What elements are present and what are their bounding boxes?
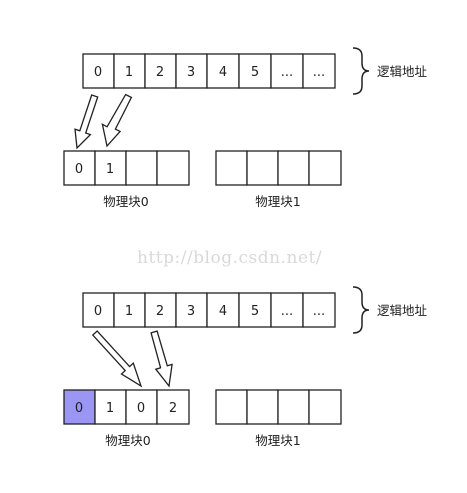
bottom-arrow-icon — [91, 330, 143, 388]
top-logical-cell — [144, 53, 177, 89]
top-logical-cell — [206, 53, 240, 89]
top-logical-cell-text: 5 — [251, 65, 259, 80]
watermark: http://blog.csdn.net/ — [137, 248, 322, 268]
bottom-logical-cell — [175, 292, 208, 328]
top-logical-cell — [82, 53, 115, 89]
top-logical-cell-text: 3 — [187, 65, 195, 80]
bottom-block0-cell-highlighted — [63, 389, 96, 425]
top-logical-cell-text: ... — [281, 65, 293, 80]
bottom-block1-label: 物理块1 — [255, 433, 300, 448]
bottom-block1-cell — [308, 389, 342, 425]
top-block0-cell — [156, 150, 190, 186]
top-block0-cell — [63, 150, 96, 186]
top-logical-cell-text: ... — [313, 65, 325, 80]
top-block0-cell-text: 0 — [75, 162, 83, 177]
top-section: 0 1 2 3 4 5 ... ... 逻辑地址 0 1 物理块0 — [63, 47, 428, 209]
bottom-block0-cell-text: 1 — [106, 401, 114, 416]
bottom-logical-cell — [238, 292, 272, 328]
bottom-logical-cell — [113, 292, 146, 328]
bottom-logical-row: 0 1 2 3 4 5 ... ... — [82, 292, 336, 328]
top-logical-cell — [302, 53, 336, 89]
bottom-logical-cell-text: 4 — [219, 304, 227, 319]
bottom-block1-cell — [215, 389, 248, 425]
top-logical-cell — [113, 53, 146, 89]
bottom-logical-cell — [144, 292, 177, 328]
top-logical-cell-text: 1 — [125, 65, 133, 80]
bottom-block0-cell — [125, 389, 158, 425]
bottom-logical-cell-text: 5 — [251, 304, 259, 319]
bottom-physical-block-1 — [215, 389, 342, 425]
bottom-logical-cell-text: 2 — [156, 304, 164, 319]
top-logical-cell-text: 2 — [156, 65, 164, 80]
bottom-logical-cell — [270, 292, 304, 328]
bottom-block0-cell-text: 0 — [75, 401, 83, 416]
bottom-arrow-icon — [150, 330, 173, 388]
top-block1-cell — [215, 150, 248, 186]
top-block1-cell — [308, 150, 342, 186]
top-logical-cell-text: 0 — [94, 65, 102, 80]
top-block0-cell — [125, 150, 158, 186]
top-block0-label: 物理块0 — [103, 194, 149, 209]
top-logical-cell — [270, 53, 304, 89]
bottom-logical-cell — [302, 292, 336, 328]
top-block0-cell-text: 1 — [106, 162, 114, 177]
bottom-physical-block-0: 0 1 0 2 — [63, 389, 190, 425]
top-arrow-icon — [74, 94, 99, 150]
top-physical-block-0: 0 1 — [63, 150, 190, 186]
bottom-logical-cell-text: 1 — [125, 304, 133, 319]
top-logical-cell — [238, 53, 272, 89]
top-logical-label: 逻辑地址 — [377, 64, 428, 79]
top-brace-icon — [352, 47, 370, 95]
bottom-block1-cell — [277, 389, 310, 425]
bottom-logical-cell-text: 0 — [94, 304, 102, 319]
bottom-block0-label: 物理块0 — [105, 433, 151, 448]
top-arrow-icon — [101, 93, 133, 148]
top-block1-label: 物理块1 — [255, 194, 300, 209]
bottom-block0-cell — [156, 389, 190, 425]
top-block1-cell — [277, 150, 310, 186]
top-block0-cell — [94, 150, 127, 186]
bottom-block1-cell — [246, 389, 279, 425]
top-logical-row: 0 1 2 3 4 5 ... ... — [82, 53, 336, 89]
top-logical-cell-text: 4 — [219, 65, 227, 80]
bottom-brace-icon — [352, 286, 370, 334]
bottom-block0-cell-text: 2 — [169, 401, 177, 416]
bottom-logical-label: 逻辑地址 — [377, 303, 428, 318]
top-block1-cell — [246, 150, 279, 186]
top-physical-block-1 — [215, 150, 342, 186]
bottom-logical-cell-text: ... — [313, 304, 325, 319]
bottom-logical-cell-text: 3 — [187, 304, 195, 319]
bottom-block0-cell — [94, 389, 127, 425]
bottom-logical-cell-text: ... — [281, 304, 293, 319]
bottom-block0-cell-text: 0 — [137, 401, 145, 416]
bottom-section: 0 1 2 3 4 5 ... ... 逻辑地址 0 1 0 2 物理块0 — [63, 286, 428, 448]
